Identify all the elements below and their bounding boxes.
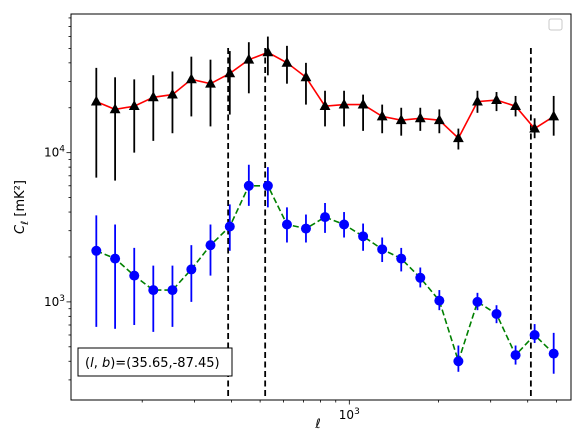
x-axis-label: ℓ [314,417,320,432]
data-point [262,180,273,191]
data-point [529,122,541,133]
data-point [128,100,140,111]
data-point [205,240,216,251]
data-point [300,71,312,82]
y-tick-label: 104 [44,145,65,160]
y-tick-label: 103 [44,294,65,309]
y-axis-label: Cℓ [mK²] [13,180,31,234]
series-0 [90,36,560,181]
data-point [167,285,178,296]
data-point [529,329,540,340]
data-point [110,253,121,264]
data-point [339,219,350,230]
data-point [224,221,235,232]
data-point [358,231,369,242]
data-point [377,244,388,255]
data-point [491,94,502,105]
data-point [510,350,521,361]
data-point [281,219,292,230]
data-point [414,112,426,123]
data-point [185,73,197,84]
data-point [319,100,331,111]
data-point [243,180,254,191]
data-point [186,264,197,275]
data-point [472,95,483,106]
annotation-box [77,347,233,377]
data-point [320,212,331,223]
data-point [91,245,102,256]
data-point [167,88,178,99]
legend-box [548,18,563,31]
plot-frame [70,13,572,401]
data-point [415,272,426,283]
data-point [357,98,369,109]
data-point [453,356,464,367]
data-point [148,285,159,296]
data-point [510,100,521,111]
plot-area [90,36,560,400]
data-point [548,110,560,121]
data-point [109,103,121,114]
data-point [396,253,407,264]
data-point [224,67,236,78]
data-point [376,110,388,121]
data-point [90,95,102,106]
data-point [434,295,445,306]
data-point [205,77,216,88]
data-point [548,348,559,359]
svg-text:Cℓ [mK²]: Cℓ [mK²] [13,180,31,234]
data-point [129,270,140,281]
x-tick-label: 103 [339,407,360,422]
data-point [281,56,293,67]
series-1 [91,164,559,374]
data-point [491,308,502,319]
data-point [452,132,464,143]
data-point [262,46,274,57]
data-point [300,223,311,234]
data-point [147,91,159,102]
annotation-text: (l, b)=(35.65,-87.45) [85,356,220,371]
data-point [395,114,407,125]
data-point [243,53,255,64]
data-point [433,114,445,125]
data-point [472,296,483,307]
data-point [338,98,350,109]
